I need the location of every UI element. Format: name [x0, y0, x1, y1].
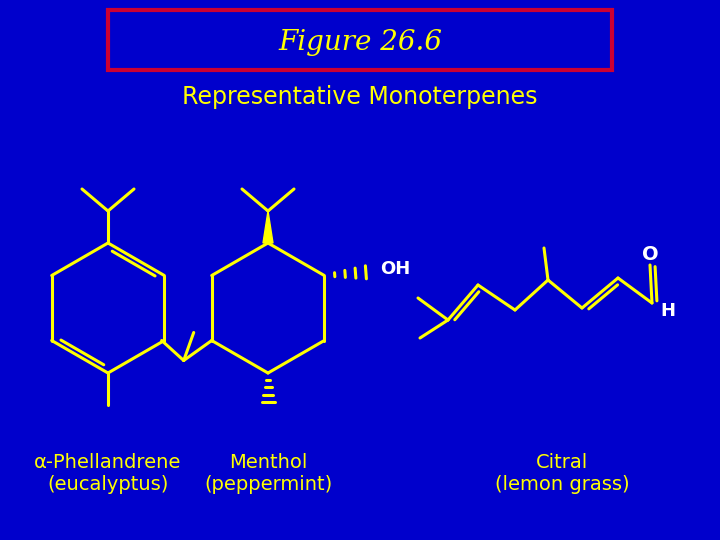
- Text: Figure 26.6: Figure 26.6: [278, 29, 442, 56]
- Text: (peppermint): (peppermint): [204, 475, 332, 494]
- Text: (lemon grass): (lemon grass): [495, 475, 629, 494]
- Text: H: H: [660, 302, 675, 320]
- Text: α-Phellandrene: α-Phellandrene: [35, 453, 181, 471]
- Text: Citral: Citral: [536, 453, 588, 471]
- Text: (eucalyptus): (eucalyptus): [48, 475, 168, 494]
- Text: Representative Monoterpenes: Representative Monoterpenes: [182, 85, 538, 109]
- Text: O: O: [642, 246, 658, 265]
- Text: OH: OH: [380, 260, 410, 279]
- FancyBboxPatch shape: [108, 10, 612, 70]
- Polygon shape: [263, 211, 273, 243]
- Text: Menthol: Menthol: [229, 453, 307, 471]
